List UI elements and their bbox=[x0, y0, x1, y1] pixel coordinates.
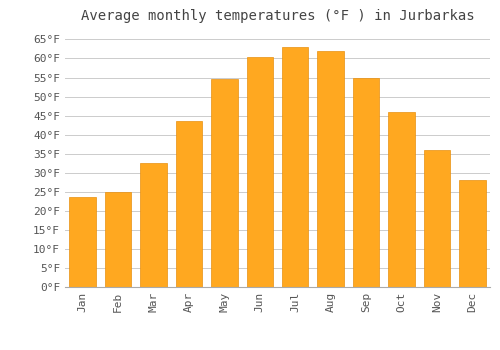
Bar bbox=[282, 47, 308, 287]
Bar bbox=[318, 51, 344, 287]
Bar bbox=[211, 79, 238, 287]
Bar bbox=[459, 180, 485, 287]
Title: Average monthly temperatures (°F ) in Jurbarkas: Average monthly temperatures (°F ) in Ju… bbox=[80, 9, 474, 23]
Bar bbox=[424, 150, 450, 287]
Bar bbox=[70, 197, 96, 287]
Bar bbox=[105, 192, 132, 287]
Bar bbox=[140, 163, 167, 287]
Bar bbox=[388, 112, 414, 287]
Bar bbox=[246, 57, 273, 287]
Bar bbox=[353, 77, 380, 287]
Bar bbox=[176, 121, 202, 287]
